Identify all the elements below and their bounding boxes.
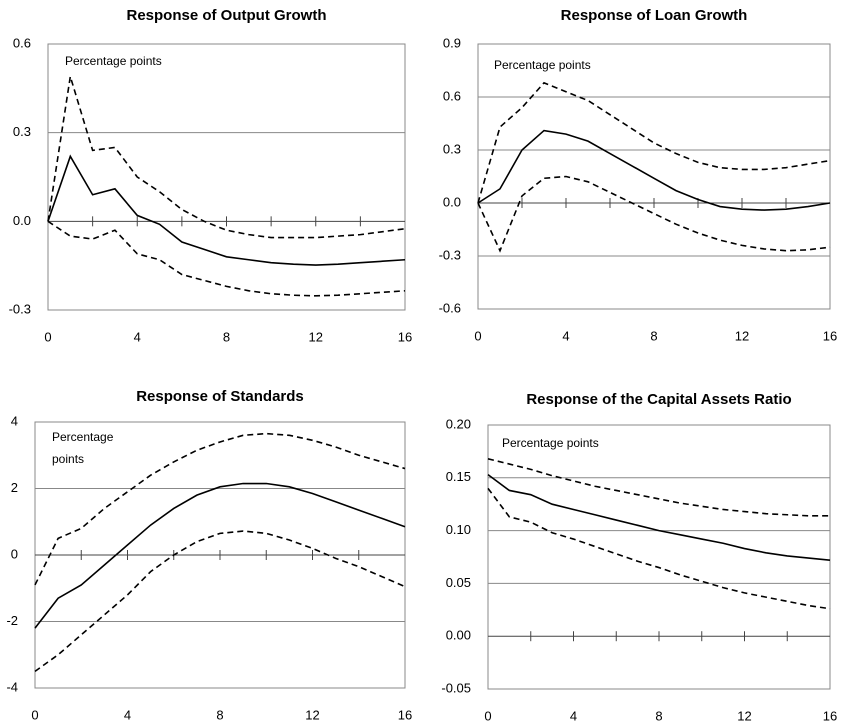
x-tick-label: 0 — [31, 707, 38, 722]
y-tick-label: 0.10 — [446, 522, 471, 537]
series-line — [34, 432, 406, 586]
x-tick-label: 4 — [570, 708, 577, 723]
series-line — [477, 175, 831, 253]
annotation: Percentage points — [502, 436, 599, 450]
series-line — [487, 458, 830, 517]
x-tick-label: 4 — [134, 329, 141, 344]
series-line — [47, 154, 406, 266]
y-tick-label: 0.3 — [443, 141, 461, 156]
x-tick-label: 16 — [823, 708, 837, 723]
y-tick-label: 0.20 — [446, 416, 471, 431]
y-tick-label: 0.15 — [446, 469, 471, 484]
x-tick-label: 16 — [398, 329, 412, 344]
chart-title: Response of the Capital Assets Ratio — [526, 391, 791, 408]
annotation: Percentage — [52, 430, 114, 444]
y-tick-label: 0 — [11, 546, 18, 561]
y-tick-label: 0.6 — [443, 88, 461, 103]
annotation: Percentage points — [494, 58, 591, 72]
y-tick-label: 0.00 — [446, 628, 471, 643]
x-tick-label: 16 — [398, 707, 412, 722]
plot-frame — [487, 424, 831, 690]
series-line — [487, 473, 831, 561]
annotation: points — [52, 452, 84, 466]
y-tick-label: -0.6 — [439, 300, 461, 315]
x-tick-label: 0 — [44, 329, 51, 344]
y-tick-label: -0.05 — [441, 680, 471, 695]
x-tick-label: 8 — [223, 329, 230, 344]
chart-title: Response of Standards — [136, 388, 304, 405]
series-line — [477, 81, 831, 204]
y-tick-label: 0.0 — [443, 194, 461, 209]
y-tick-label: -2 — [6, 613, 18, 628]
y-tick-label: -0.3 — [439, 247, 461, 262]
y-tick-label: 0.3 — [13, 124, 31, 139]
y-tick-label: 0.9 — [443, 35, 461, 50]
x-tick-label: 0 — [474, 328, 481, 343]
x-tick-label: 4 — [124, 707, 131, 722]
series-line — [47, 76, 406, 239]
series-line — [487, 487, 831, 610]
y-tick-label: 0.6 — [13, 35, 31, 50]
x-tick-label: 16 — [823, 328, 837, 343]
y-tick-label: 2 — [11, 480, 18, 495]
plot-frame — [47, 43, 406, 311]
x-tick-label: 8 — [650, 328, 657, 343]
y-tick-label: 0.0 — [13, 213, 31, 228]
annotation: Percentage points — [65, 54, 162, 68]
x-tick-label: 4 — [562, 328, 569, 343]
chart-title: Response of Loan Growth — [561, 7, 748, 24]
x-tick-label: 8 — [655, 708, 662, 723]
x-tick-label: 12 — [737, 708, 751, 723]
x-tick-label: 12 — [735, 328, 749, 343]
y-tick-label: -0.3 — [9, 301, 31, 316]
y-tick-label: 0.05 — [446, 575, 471, 590]
series-line — [34, 482, 406, 629]
x-tick-label: 0 — [484, 708, 491, 723]
series-line — [47, 220, 406, 297]
series-line — [477, 129, 831, 211]
plot-frame — [477, 43, 831, 310]
series-line — [34, 530, 406, 673]
x-tick-label: 12 — [305, 707, 319, 722]
x-tick-label: 12 — [309, 329, 323, 344]
chart-title: Response of Output Growth — [127, 7, 327, 24]
y-tick-label: 4 — [11, 413, 18, 428]
x-tick-label: 8 — [216, 707, 223, 722]
y-tick-label: -4 — [6, 679, 18, 694]
